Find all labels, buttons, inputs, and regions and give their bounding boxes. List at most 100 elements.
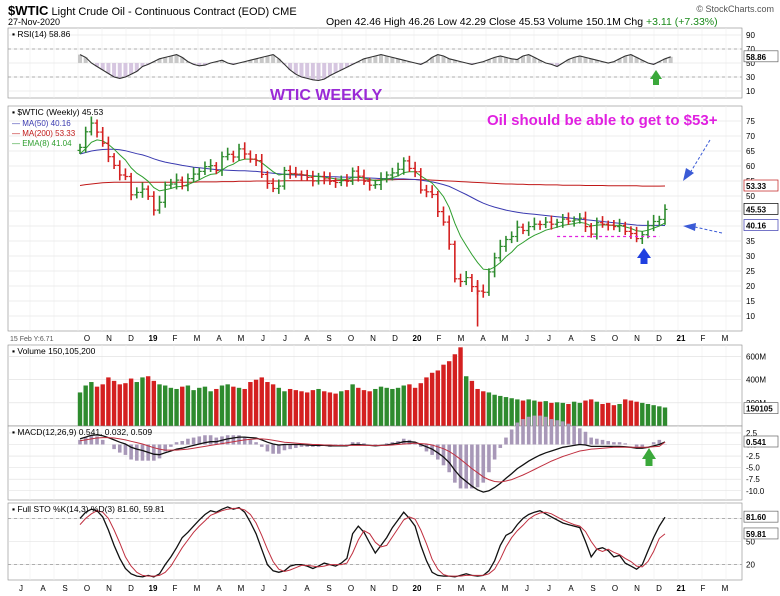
open-value: 42.46 [354, 16, 381, 28]
volume-bar [248, 382, 253, 426]
volume-bar [634, 401, 639, 426]
price-x-label: 21 [677, 334, 686, 343]
volume-bar [236, 387, 242, 426]
bottom-x-label: O [348, 584, 354, 593]
price-x-label: N [634, 334, 640, 343]
macd-value-label-box [743, 435, 779, 448]
volume-bar [395, 387, 401, 426]
bottom-x-label: S [590, 584, 595, 593]
rsi-tick-label: 90 [746, 31, 755, 40]
sto-tick-label: 50 [746, 538, 755, 547]
price-x-label: A [304, 334, 310, 343]
volume-bar [299, 391, 304, 426]
volume-bar [520, 400, 526, 426]
bottom-x-label: M [194, 584, 201, 593]
price-tick-label: 10 [746, 312, 755, 321]
sto-k-line [79, 506, 666, 578]
bottom-x-label: N [370, 584, 376, 593]
chart-date: 27-Nov-2020 [8, 17, 61, 27]
volume-bar [106, 377, 111, 426]
volume-bar [606, 402, 611, 426]
bottom-x-label: M [502, 584, 509, 593]
volume-bar [134, 382, 139, 426]
legend-ma50: — MA(50) 40.16 [12, 119, 71, 128]
volume-bar [509, 398, 514, 426]
volume-bar [532, 400, 537, 426]
arrow-head [650, 70, 662, 79]
rsi-tick-label: 50 [746, 59, 755, 68]
volume-bar [339, 391, 344, 426]
volume-bar [640, 402, 645, 426]
bottom-x-label: S [326, 584, 331, 593]
volume-bar [537, 401, 543, 426]
macd-value-label: 0.541 [746, 438, 767, 447]
bottom-x-label: F [173, 584, 178, 593]
price-x-label: 19 [149, 334, 158, 343]
price-tick-label: 25 [746, 267, 755, 276]
volume-bar [208, 391, 213, 426]
volume-bar [412, 387, 418, 426]
volume-bar [287, 388, 293, 426]
volume-bar [157, 384, 162, 426]
bottom-x-label: 19 [149, 584, 158, 593]
bottom-x-label: D [128, 584, 134, 593]
price-panel [7, 105, 743, 332]
price-x-label: A [568, 334, 574, 343]
bottom-x-label: J [525, 584, 529, 593]
volume-bar [140, 377, 145, 426]
price-tick-label: 50 [746, 192, 755, 201]
bottom-x-label: 20 [413, 584, 422, 593]
volume-bar [333, 393, 338, 426]
volume-bar [657, 406, 662, 426]
rsi-value-label-box [743, 50, 779, 63]
volume-bar [481, 391, 486, 426]
macd-signal-line [79, 437, 666, 483]
price-x-label: J [283, 334, 287, 343]
bottom-x-label: J [547, 584, 551, 593]
bottom-x-label: O [84, 584, 90, 593]
open-label: Open [326, 16, 352, 28]
close-value-label-box [743, 203, 779, 215]
volume-bar [253, 379, 259, 426]
volume-bar [429, 372, 435, 426]
price-x-label: A [216, 334, 222, 343]
blue-up-arrow-price [637, 248, 651, 264]
macd-tick-label: -5.0 [746, 464, 760, 473]
volume-bar [174, 388, 179, 426]
volume-bar [145, 376, 151, 426]
volume-bar [452, 354, 458, 426]
volume-bar [77, 392, 83, 426]
bottom-x-label: J [19, 584, 23, 593]
volume-bar [356, 387, 361, 426]
rsi-tick-label: 30 [746, 73, 755, 82]
arrow-head [642, 448, 656, 459]
volume-bar [185, 385, 191, 426]
volume-bar [100, 384, 105, 426]
low-value: 42.29 [459, 16, 487, 28]
volume-bar [94, 386, 100, 426]
support-arrow-head [683, 223, 696, 231]
instrument-name: Light Crude Oil - Continuous Contract (E… [51, 6, 270, 18]
price-tick-label: 70 [746, 132, 755, 141]
ma200-value-label: 53.33 [746, 182, 767, 191]
volume-bar [424, 377, 429, 426]
volume-bar [310, 390, 316, 426]
price-x-label: F [701, 334, 706, 343]
price-x-label: J [261, 334, 265, 343]
bottom-x-label: D [656, 584, 662, 593]
low-label: Low [437, 16, 457, 28]
price-tick-label: 20 [746, 282, 755, 291]
high-label: High [383, 16, 406, 28]
price-x-label: F [173, 334, 178, 343]
bottom-x-label: M [238, 584, 245, 593]
rsi-value-label: 58.86 [746, 53, 767, 62]
sto-tick-label: 20 [746, 561, 755, 570]
volume-bar [549, 402, 554, 426]
bottom-x-label: N [634, 584, 640, 593]
macd-title: ▪ MACD(12,26,9) 0.541, 0.032, 0.509 [12, 427, 152, 437]
volume-bar [259, 377, 264, 426]
volume-bar [651, 405, 656, 426]
volume-bar [111, 380, 117, 426]
